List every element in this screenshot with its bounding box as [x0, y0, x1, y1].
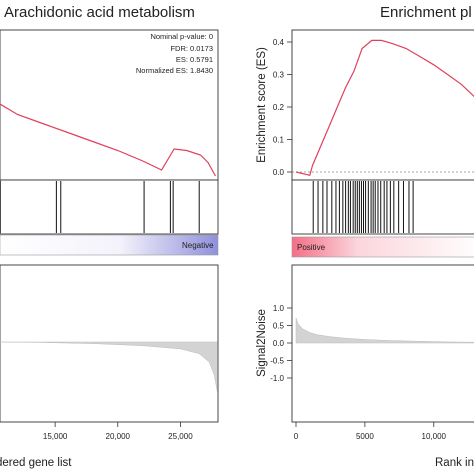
- right-x-tick-label: 5000: [356, 432, 374, 441]
- right-metric-y-axis: 1.0 0.5 0.0 -0.5 -1.0: [270, 304, 292, 383]
- right-es-y-axis: 0.0 0.1 0.2 0.3 0.4: [273, 38, 292, 177]
- left-title: Arachidonic acid metabolism: [4, 4, 195, 21]
- right-metric-plot-frame: [291, 264, 474, 423]
- left-annotation-fdr: FDR: 0.0173: [170, 44, 213, 53]
- left-annotation-nes: Normalized ES: 1.8430: [136, 66, 213, 75]
- right-hit-markers: [312, 181, 414, 233]
- right-metric-y-tick-label: -1.0: [270, 374, 284, 383]
- right-metric-area: [295, 317, 474, 344]
- right-x-axis-label: Rank in: [435, 457, 474, 469]
- left-x-axis-label: dered gene list: [0, 457, 72, 469]
- right-ranked-gradient-bar: [291, 236, 474, 258]
- right-es-y-tick-label: 0.0: [273, 168, 285, 177]
- right-metric-y-tick-label: 0.5: [273, 322, 285, 331]
- right-metric-y-tick-label: 1.0: [273, 304, 285, 313]
- right-x-tick-label: 10,000: [422, 432, 447, 441]
- left-ranked-gradient-bar: [0, 234, 219, 256]
- left-x-tick-label: 25,000: [168, 432, 193, 441]
- left-metric-area: [0, 341, 218, 393]
- left-es-curve: [0, 103, 217, 177]
- left-hits-frame: [0, 179, 219, 235]
- right-hits-frame: [291, 179, 474, 235]
- right-bar-label: Positive: [297, 243, 326, 252]
- right-es-curve: [295, 39, 474, 177]
- right-es-y-axis-label: Enrichment score (ES): [256, 47, 268, 163]
- right-title: Enrichment pl: [380, 4, 472, 21]
- right-x-tick-label: 0: [294, 432, 299, 441]
- right-metric-y-tick-label: -0.5: [270, 357, 284, 366]
- left-annotation-pvalue: Nominal p-value: 0: [150, 32, 213, 41]
- right-es-plot-frame: [291, 29, 474, 181]
- right-es-y-tick-label: 0.2: [273, 103, 285, 112]
- left-annotation-es: ES: 0.5791: [176, 55, 213, 64]
- left-hit-markers: [0, 181, 200, 233]
- left-panel: Arachidonic acid metabolism Nominal p-va…: [0, 4, 219, 469]
- right-es-y-tick-label: 0.3: [273, 71, 285, 80]
- left-bar-label: Negative: [182, 241, 214, 250]
- left-x-tick-label: 20,000: [106, 432, 131, 441]
- right-x-axis: 0 5000 10,000: [294, 422, 447, 441]
- left-x-axis: 15,000 20,000 25,000: [43, 422, 193, 441]
- left-x-tick-label: 15,000: [43, 432, 68, 441]
- left-es-plot-frame: [0, 29, 219, 181]
- right-es-y-tick-label: 0.4: [273, 38, 285, 47]
- right-metric-y-tick-label: 0.0: [273, 339, 285, 348]
- right-metric-y-axis-label: Signal2Noise: [256, 309, 268, 377]
- right-panel: Enrichment pl 0.0 0.1 0.2 0.3 0.4 Enrichment…: [256, 4, 474, 469]
- right-es-y-tick-label: 0.1: [273, 136, 285, 145]
